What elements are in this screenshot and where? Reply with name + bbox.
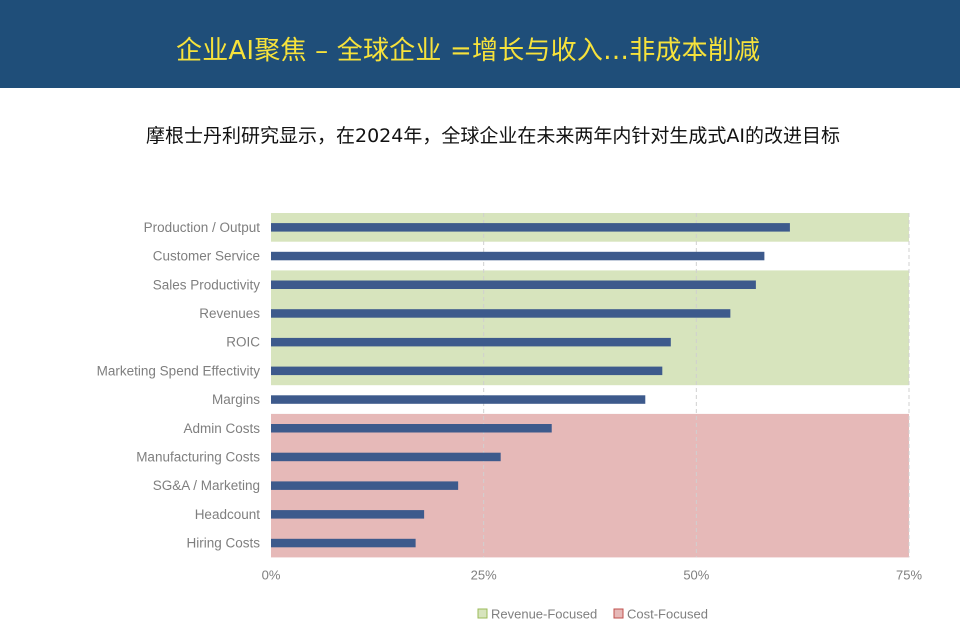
bar-sales-productivity	[271, 280, 756, 289]
x-tick-label: 50%	[683, 567, 709, 582]
bar-sg-a-marketing	[271, 481, 459, 490]
category-label: SG&A / Marketing	[153, 478, 260, 493]
header-banner: 企业AI聚焦 – 全球企业 =增长与收入…非成本削减	[0, 0, 960, 88]
page-title: 企业AI聚焦 – 全球企业 =增长与收入…非成本削减	[176, 36, 761, 66]
bar-production-output	[271, 223, 790, 232]
x-tick-label: 75%	[896, 567, 922, 582]
x-tick-label: 0%	[262, 567, 281, 582]
category-label: Revenues	[199, 306, 260, 321]
category-label: Headcount	[195, 507, 261, 522]
x-tick-label: 25%	[471, 567, 497, 582]
category-label: Admin Costs	[183, 421, 260, 436]
category-label: Manufacturing Costs	[136, 449, 260, 464]
bar-marketing-spend-effectivity	[271, 366, 663, 376]
legend-swatch-0	[477, 608, 488, 619]
legend-label: Revenue-Focused	[491, 607, 597, 622]
revenue-band-1	[271, 270, 909, 386]
category-label: Production / Output	[144, 220, 261, 235]
category-label: ROIC	[226, 335, 260, 350]
chart-subtitle: 摩根士丹利研究显示，在2024年，全球企业在未来两年内针对生成式AI的改进目标	[146, 125, 840, 147]
category-label: Customer Service	[153, 249, 260, 264]
bar-customer-service	[271, 251, 765, 261]
bar-manufacturing-costs	[271, 452, 501, 462]
legend-swatch-1	[613, 608, 624, 619]
legend-label: Cost-Focused	[627, 607, 708, 622]
bar-roic	[271, 337, 671, 347]
category-label: Margins	[212, 392, 260, 407]
category-label: Sales Productivity	[153, 277, 261, 292]
category-label: Hiring Costs	[186, 536, 260, 551]
bar-hiring-costs	[271, 538, 416, 548]
bar-admin-costs	[271, 424, 552, 433]
bar-margins	[271, 395, 646, 404]
category-label: Marketing Spend Effectivity	[97, 363, 261, 378]
bar-headcount	[271, 510, 425, 519]
bar-revenues	[271, 309, 731, 318]
